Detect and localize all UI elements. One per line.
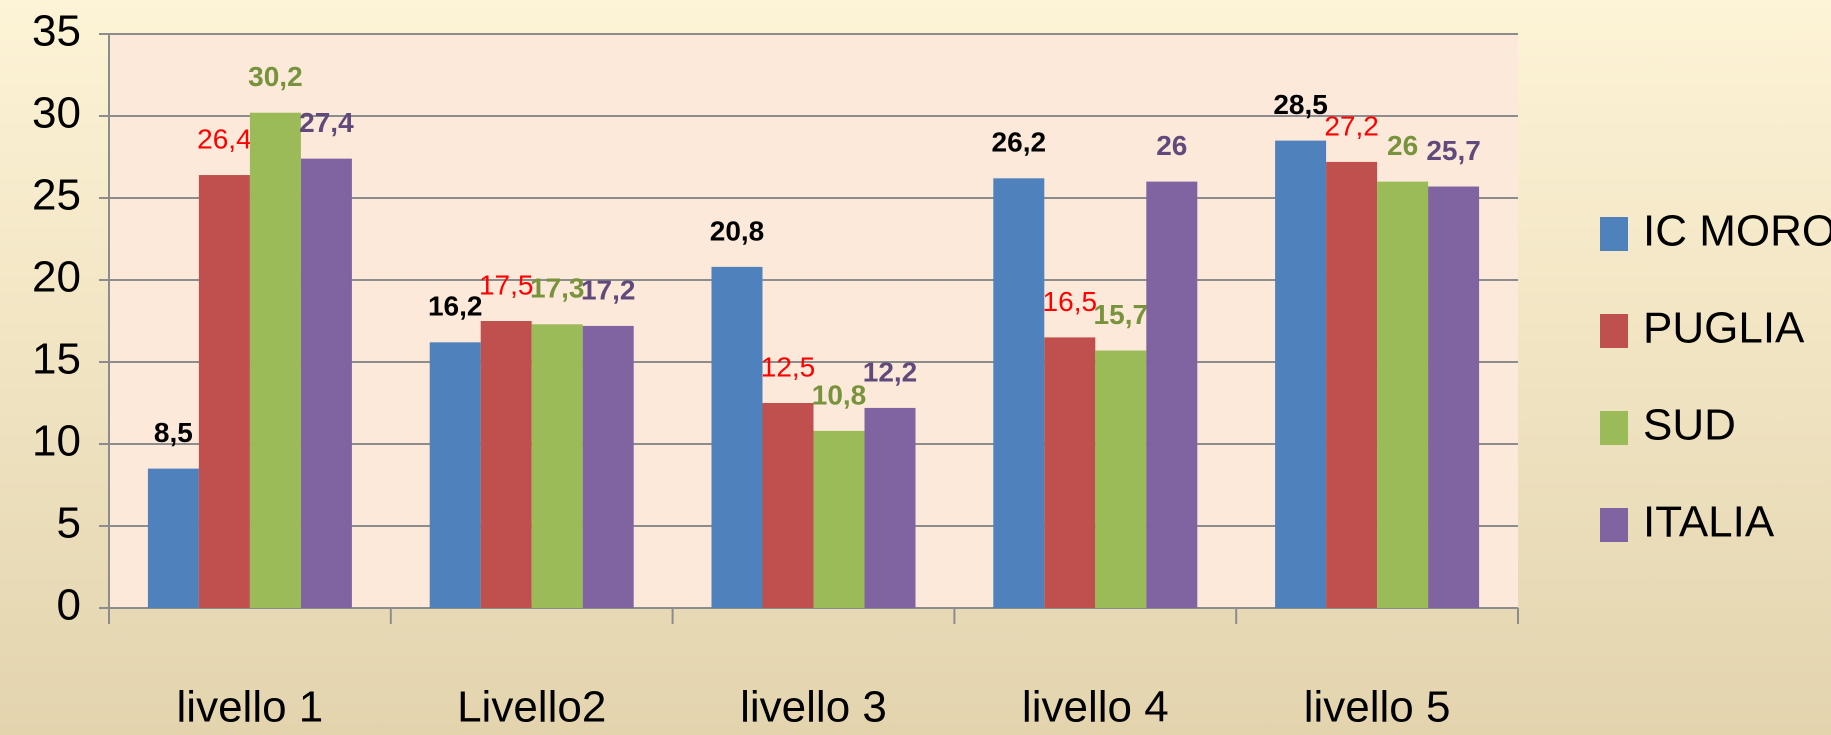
bar [864,407,916,608]
y-tick-label: 25 [32,171,81,220]
value-label: 26 [1156,130,1187,161]
bar [1428,186,1480,608]
bar [1044,337,1096,608]
legend-swatch [1600,217,1628,251]
bar [429,342,481,608]
x-tick-label: Livello2 [457,683,606,732]
value-label: 10,8 [812,379,867,410]
bar [198,175,250,609]
bar [249,112,301,608]
value-label: 25,7 [1426,135,1481,166]
y-tick-label: 35 [32,7,81,56]
value-label: 17,5 [479,269,534,300]
x-tick-label: livello 4 [1022,683,1169,732]
legend-label: SUD [1643,401,1736,450]
value-label: 27,4 [299,107,354,138]
value-label: 16,2 [428,291,483,322]
legend-label: ITALIA [1643,498,1775,547]
x-tick-label: livello 5 [1304,683,1451,732]
value-label: 12,2 [863,356,918,387]
bar [300,158,352,608]
y-tick-label: 15 [32,335,81,384]
bar [147,468,199,608]
bar [762,403,814,608]
legend-label: PUGLIA [1643,304,1805,353]
value-label: 16,5 [1043,286,1098,317]
x-tick-label: livello 1 [177,683,324,732]
value-label: 27,2 [1324,110,1379,141]
y-tick-label: 20 [32,253,81,302]
bar [993,178,1045,608]
legend-swatch [1600,411,1628,445]
y-tick-label: 5 [57,499,81,548]
value-label: 28,5 [1273,89,1328,120]
y-tick-label: 30 [32,89,81,138]
bar [1146,181,1198,608]
value-label: 26,4 [197,123,252,154]
value-label: 12,5 [761,351,816,382]
bar [1275,140,1327,608]
legend-swatch [1600,314,1628,348]
legend-swatch [1600,508,1628,542]
bar [531,324,583,608]
bar [1326,161,1378,609]
bar [480,321,532,608]
value-label: 30,2 [248,61,303,92]
x-tick-label: livello 3 [740,683,887,732]
value-label: 26,2 [992,127,1047,158]
bar [1377,181,1429,608]
y-tick-label: 0 [57,581,81,630]
bar [582,325,634,608]
bar [1095,350,1147,608]
value-label: 15,7 [1094,299,1149,330]
value-label: 17,3 [530,273,585,304]
bar [813,430,865,608]
value-label: 8,5 [154,417,193,448]
value-label: 17,2 [581,274,636,305]
value-label: 20,8 [710,215,765,246]
legend-label: IC MORO [1643,207,1831,256]
value-label: 26 [1387,130,1418,161]
y-tick-label: 10 [32,417,81,466]
bar [711,266,763,608]
